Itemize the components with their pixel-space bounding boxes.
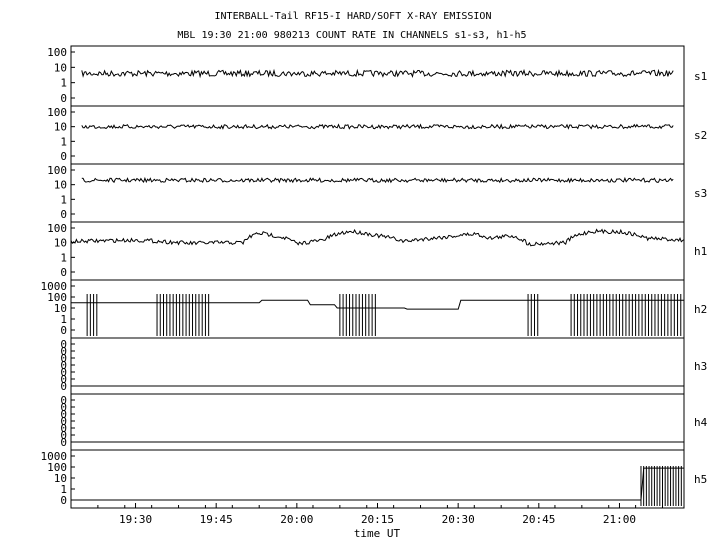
y-tick-label-h5: 1000 xyxy=(41,450,68,463)
y-tick-label-s2: 1 xyxy=(60,135,67,148)
x-axis-label: time UT xyxy=(354,527,401,540)
y-tick-label-h4: 0 xyxy=(60,436,67,449)
y-tick-label-h4: 0 xyxy=(60,408,67,421)
y-tick-label-h5: 1 xyxy=(60,483,67,496)
chart-title: INTERBALL-Tail RF15-I HARD/SOFT X-RAY EM… xyxy=(215,11,492,22)
trace-s1 xyxy=(81,68,674,79)
y-tick-label-s1: 100 xyxy=(47,46,67,59)
y-tick-label-h3: 0 xyxy=(60,380,67,393)
y-tick-label-h4: 0 xyxy=(60,394,67,407)
x-tick-label: 21:00 xyxy=(603,513,636,526)
channel-label-h4: h4 xyxy=(694,416,708,429)
trace-h2 xyxy=(71,299,684,310)
y-tick-label-h1: 100 xyxy=(47,222,67,235)
panel-frame-s2 xyxy=(70,105,685,165)
x-axis: 19:30 19:45 20:00 20:15 20:30 20:45 21:00 xyxy=(70,503,663,526)
channel-label-s1: s1 xyxy=(694,70,707,83)
channel-label-s3: s3 xyxy=(694,187,707,200)
y-tick-label-s3: 1 xyxy=(60,193,67,206)
y-tick-label-s1: 10 xyxy=(54,61,67,74)
panel-frame-h1 xyxy=(70,221,685,281)
x-tick-label: 19:30 xyxy=(119,513,152,526)
y-tick-label-h1: 10 xyxy=(54,237,67,250)
chart-subtitle: MBL 19:30 21:00 980213 COUNT RATE IN CHA… xyxy=(177,30,526,41)
channel-label-h3: h3 xyxy=(694,360,707,373)
y-tick-label-h3: 0 xyxy=(60,366,67,379)
channel-label-h5: h5 xyxy=(694,473,707,486)
y-tick-label-h1: 1 xyxy=(60,251,67,264)
y-tick-label-h4: 0 xyxy=(60,401,67,414)
trace-h5 xyxy=(71,467,684,501)
y-tick-label-h5: 100 xyxy=(47,461,67,474)
y-tick-label-s3: 0 xyxy=(60,208,67,221)
y-tick-label-s1: 0 xyxy=(60,92,67,105)
y-tick-label-h2: 10 xyxy=(54,302,67,315)
x-tick-label: 20:30 xyxy=(442,513,475,526)
y-tick-label-h1: 0 xyxy=(60,266,67,279)
x-tick-label: 20:45 xyxy=(522,513,555,526)
x-tick-label: 20:00 xyxy=(280,513,313,526)
y-tick-label-h4: 0 xyxy=(60,429,67,442)
trace-h1 xyxy=(70,228,685,247)
y-tick-label-h3: 0 xyxy=(60,338,67,351)
y-tick-label-s2: 100 xyxy=(47,106,67,119)
y-tick-label-h4: 0 xyxy=(60,415,67,428)
panels: 1001010s11001010s21001010s31001010h11000… xyxy=(41,45,708,509)
y-tick-label-s3: 10 xyxy=(54,179,67,192)
y-tick-label-h5: 10 xyxy=(54,472,67,485)
y-tick-label-h3: 0 xyxy=(60,345,67,358)
y-tick-label-h3: 0 xyxy=(60,352,67,365)
y-tick-label-h2: 1 xyxy=(60,313,67,326)
y-tick-label-h2: 100 xyxy=(47,291,67,304)
panel-frame-s3 xyxy=(70,163,685,223)
trace-s2 xyxy=(81,123,674,130)
y-tick-label-h2: 0 xyxy=(60,324,67,337)
y-tick-label-h5: 0 xyxy=(60,494,67,507)
y-tick-label-h3: 0 xyxy=(60,359,67,372)
y-tick-label-s2: 10 xyxy=(54,121,67,134)
channel-label-h2: h2 xyxy=(694,303,707,316)
x-tick-label: 19:45 xyxy=(200,513,233,526)
trace-s3 xyxy=(81,176,674,184)
panel-frame-h2 xyxy=(70,279,685,339)
y-tick-label-s3: 100 xyxy=(47,164,67,177)
y-tick-label-h3: 0 xyxy=(60,373,67,386)
channel-label-h1: h1 xyxy=(694,245,707,258)
y-tick-label-s1: 1 xyxy=(60,77,67,90)
y-tick-label-h2: 1000 xyxy=(41,280,68,293)
y-tick-label-h4: 0 xyxy=(60,422,67,435)
channel-label-s2: s2 xyxy=(694,129,707,142)
y-tick-label-s2: 0 xyxy=(60,150,67,163)
x-tick-label: 20:15 xyxy=(361,513,394,526)
panel-frame-h5 xyxy=(70,449,685,509)
